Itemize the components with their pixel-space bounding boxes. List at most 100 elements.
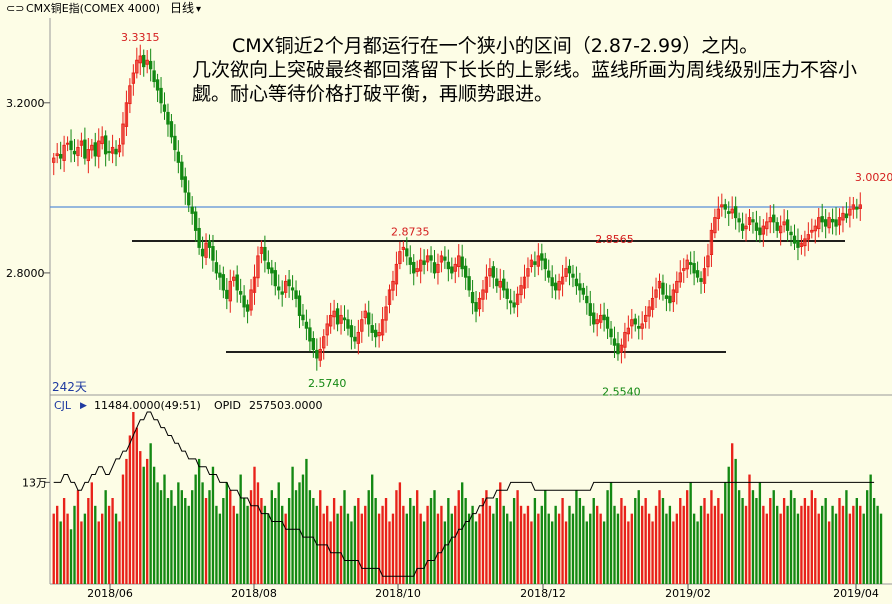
candle-body [408,257,412,265]
candle-body [650,297,655,310]
volume-bar [609,482,613,584]
volume-bar [177,482,180,584]
candle-body [277,286,281,291]
candle-body [270,267,274,274]
volume-bar [696,521,699,584]
opid-value: 257503.0000 [249,399,322,412]
volume-bar [599,513,602,584]
candle-body [325,323,329,336]
candle-body [733,206,738,219]
volume-bar [66,513,69,584]
volume-bar [841,505,845,584]
candle-body [138,55,142,64]
candle-body [207,240,212,248]
candle-body [799,242,804,247]
volume-bar [346,513,350,584]
candle-body [148,60,153,70]
candle-body [817,217,821,230]
candle-body [377,331,381,337]
volume-bar [142,466,145,584]
volume-bar [641,505,644,584]
candle-body [758,227,762,236]
candle-body [765,221,769,230]
volume-bar [509,521,512,584]
instrument-title: CMX铜E指(COMEX 4000) [26,1,160,15]
candle-body [283,280,288,293]
volume-bar [699,505,703,584]
candle-body [851,204,856,210]
volume-bar [391,513,395,584]
candle-body [643,314,648,322]
candle-body [90,144,94,151]
candle-body [744,225,748,230]
volume-bar [537,513,540,584]
candle-body [768,217,772,223]
candle-body [124,102,129,127]
volume-bar [201,482,204,584]
menu-icon[interactable]: ⊂⊃ [6,2,24,15]
price-annotation: 3.3315 [121,31,160,44]
volume-bar [848,513,852,584]
period-selector[interactable]: 日线 [170,1,194,15]
volume-bar [720,513,723,584]
volume-bar [377,513,381,584]
candle-body [481,289,485,300]
volume-bar [523,513,526,584]
candle-body [380,319,385,336]
candle-body [55,153,59,157]
candle-body [657,280,662,289]
candle-body [360,319,364,332]
candle-body [394,263,399,285]
volume-bar [668,505,672,584]
volume-bar [152,466,156,584]
volume-bar [627,521,630,584]
volume-bar [710,490,713,584]
candle-body [142,54,146,68]
volume-bar [267,513,270,584]
candle-body [93,142,97,157]
candle-body [595,319,599,325]
volume-bar [637,490,640,584]
volume-bar [450,513,453,584]
volume-bar [602,521,606,584]
candle-body [609,328,613,338]
candle-body [204,242,208,258]
candle-body [58,153,63,159]
candle-body [654,289,658,298]
candle-body [356,331,361,344]
volume-bar [800,505,803,584]
volume-bar [191,490,194,584]
volume-bar [312,498,315,584]
candle-body [107,151,111,154]
candle-body [858,204,862,209]
candle-body [308,327,312,342]
volume-bar [748,474,751,584]
candle-body [844,213,849,219]
candle-body [187,192,191,206]
volume-bar [211,466,215,584]
volume-bar [692,513,696,584]
volume-bar [661,498,665,584]
volume-bar [163,474,166,584]
candle-body [702,268,707,284]
volume-bar [596,505,599,584]
cjl-label: CJL [54,399,72,412]
candle-body [450,266,454,274]
volume-bar [616,513,620,584]
candle-body [633,318,637,325]
candle-body [578,283,582,291]
candle-body [301,314,305,321]
candle-body [526,268,530,277]
volume-bar [339,505,343,584]
x-tick-label: 2018/12 [520,587,566,600]
volume-bar [381,505,384,584]
volume-bar [502,505,505,584]
price-panel: 3.3315 2.5740 2.8735 2.8565 2.5540 3.0020 [50,31,892,399]
volume-bar [519,505,523,584]
volume-legend: CJL ▶ 11484.0000(49:51) OPID 257503.0000 [54,399,322,412]
candle-body [505,288,509,299]
chevron-down-icon[interactable]: ▾ [196,4,201,15]
candle-body [834,219,838,227]
volume-bar [793,498,796,584]
